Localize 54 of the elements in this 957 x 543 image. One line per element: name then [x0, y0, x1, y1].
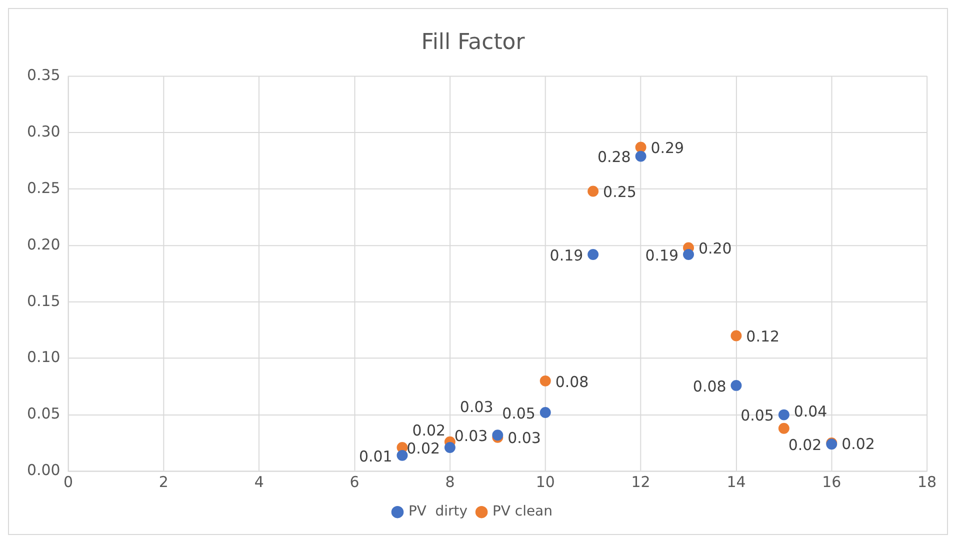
data-label: 0.02 — [788, 436, 822, 454]
y-tick-label: 0.15 — [26, 292, 60, 310]
x-tick-label: 12 — [631, 473, 650, 492]
point — [444, 442, 456, 454]
point — [635, 150, 646, 162]
y-tick-label: 0.30 — [26, 122, 60, 140]
chart-title: Fill Factor — [421, 30, 526, 55]
y-tick-label: 0.10 — [26, 348, 60, 366]
point — [778, 422, 790, 434]
data-label: 0.03 — [460, 398, 494, 416]
data-label: 0.20 — [698, 240, 732, 258]
y-tick-label: 0.00 — [26, 461, 60, 480]
x-tick-label: 4 — [254, 473, 264, 492]
data-label: 0.29 — [650, 139, 684, 158]
point — [588, 249, 599, 260]
y-tick-label: 0.35 — [26, 66, 60, 84]
y-tick-label: 0.05 — [26, 404, 60, 423]
x-tick-label: 8 — [445, 473, 455, 492]
y-tick-label: 0.25 — [26, 178, 60, 197]
x-tick-label: 10 — [536, 473, 555, 492]
x-tick-label: 14 — [726, 473, 746, 492]
data-label: 0.05 — [502, 404, 536, 422]
point — [540, 375, 551, 386]
data-label: 0.05 — [740, 406, 774, 425]
data-label: 0.02 — [842, 434, 875, 453]
point — [683, 249, 694, 260]
data-label: 0.28 — [598, 148, 631, 166]
legend-label: PV clean — [492, 504, 552, 520]
point — [588, 186, 599, 197]
point — [396, 450, 408, 461]
point — [635, 142, 646, 153]
y-tick-label: 0.20 — [26, 235, 60, 254]
data-label: 0.12 — [746, 328, 780, 346]
point — [730, 330, 742, 342]
x-tick-label: 18 — [918, 473, 937, 492]
data-label: 0.19 — [645, 246, 679, 264]
legend-label: PV dirty — [408, 504, 468, 520]
x-tick-label: 16 — [822, 473, 842, 492]
point — [540, 407, 551, 418]
data-label: 0.04 — [794, 402, 828, 420]
data-label: 0.08 — [555, 372, 589, 391]
data-label: 0.03 — [454, 426, 488, 445]
data-label: 0.19 — [550, 246, 584, 264]
x-tick-label: 6 — [350, 473, 360, 492]
data-label: 0.25 — [603, 183, 636, 202]
data-label: 0.03 — [508, 429, 541, 448]
data-label: 0.02 — [412, 421, 446, 440]
point — [730, 380, 742, 391]
data-label: 0.08 — [692, 377, 726, 396]
point — [778, 409, 790, 420]
data-label: 0.02 — [406, 439, 440, 458]
data-label: 0.01 — [358, 447, 392, 466]
x-tick-label: 2 — [158, 473, 168, 492]
x-tick-label: 0 — [64, 473, 74, 492]
